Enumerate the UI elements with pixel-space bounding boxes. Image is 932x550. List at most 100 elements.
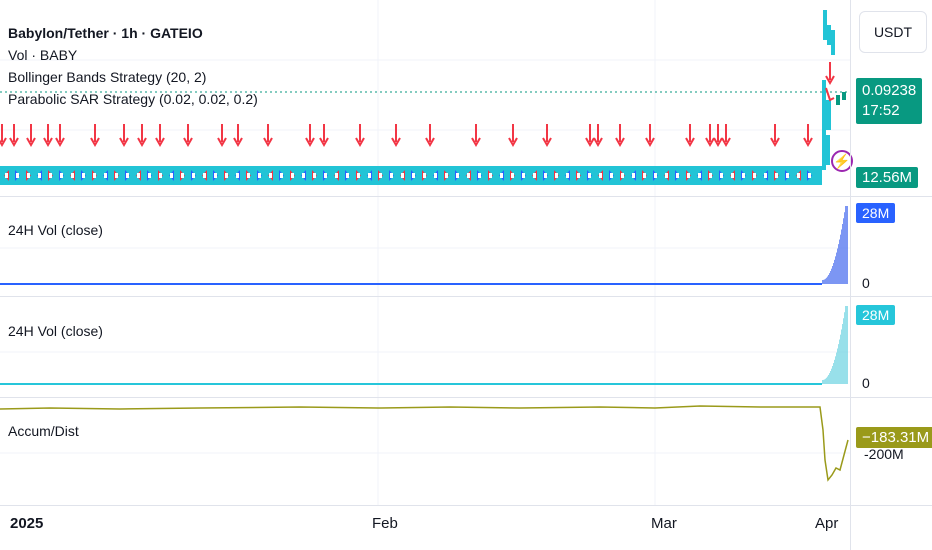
vol2-value-tag: 28M [856, 305, 896, 325]
strategy-marker-gap [588, 173, 591, 178]
pane-separator-2[interactable] [0, 296, 932, 297]
vol1-zero-label: 0 [862, 275, 870, 291]
vol2-bar [834, 359, 835, 384]
chart-canvas[interactable] [0, 0, 850, 505]
down-arrow-icon [355, 124, 365, 148]
lightning-icon[interactable]: ⚡ [831, 150, 853, 172]
strategy-marker-gap [478, 173, 481, 178]
vol2-bar [839, 339, 840, 384]
time-axis-border [0, 505, 932, 506]
vol1-bar [847, 206, 848, 284]
strategy-marker-gap [621, 173, 624, 178]
down-arrow-icon [183, 124, 193, 148]
vol1-bar [829, 273, 830, 284]
strategy-marker-gap [148, 173, 151, 178]
strategy-marker-gap [313, 173, 316, 178]
down-arrow-icon [425, 124, 435, 148]
down-arrow-icon [542, 124, 552, 148]
vol2-zero-label: 0 [862, 375, 870, 391]
indicator-psar[interactable]: Parabolic SAR Strategy (0.02, 0.02, 0.2) [8, 91, 258, 107]
strategy-marker-gap [720, 173, 723, 178]
strategy-marker-gap [555, 173, 558, 178]
strategy-marker-gap [49, 173, 52, 178]
down-arrow-icon [0, 124, 7, 148]
vol2-bar [835, 356, 836, 384]
vol1-bar [826, 277, 827, 284]
vol1-bar [833, 263, 834, 284]
vol1-pane-label[interactable]: 24H Vol (close) [8, 222, 103, 238]
strategy-marker-gap [610, 173, 613, 178]
strategy-marker-gap [269, 173, 272, 178]
strategy-marker-gap [709, 173, 712, 178]
time-label-mar: Mar [651, 515, 677, 532]
vol1-bar [838, 244, 839, 284]
vol1-bar [834, 259, 835, 284]
strategy-marker-gap [577, 173, 580, 178]
vol2-bar [829, 373, 830, 384]
down-arrow-icon [119, 124, 129, 148]
vol1-bar [825, 278, 826, 284]
down-arrow-icon [55, 124, 65, 148]
vol2-bar [845, 306, 846, 384]
strategy-marker-gap [335, 173, 338, 178]
symbol-title[interactable]: Babylon/Tether · 1h · GATEIO [8, 25, 203, 41]
vol2-bar [844, 312, 845, 384]
down-arrow-icon [585, 124, 595, 148]
strategy-marker-gap [368, 173, 371, 178]
vol2-bar [823, 379, 824, 384]
strategy-marker-gap [159, 173, 162, 178]
strategy-marker-gap [522, 173, 525, 178]
time-label-2025: 2025 [10, 515, 44, 532]
strategy-marker-gap [808, 173, 811, 178]
strategy-marker-gap [115, 173, 118, 178]
indicator-volume[interactable]: Vol · BABY [8, 47, 78, 63]
vol2-pane-label[interactable]: 24H Vol (close) [8, 323, 103, 339]
vol1-bar [835, 256, 836, 284]
strategy-marker-gap [753, 173, 756, 178]
down-arrow-icon [645, 124, 655, 148]
vol1-bar [840, 234, 841, 284]
vol2-bar [828, 374, 829, 384]
strategy-marker-gap [665, 173, 668, 178]
vol1-bar [831, 268, 832, 284]
vol2-bars [822, 306, 848, 384]
down-arrow-icon [9, 124, 19, 148]
strategy-marker-gap [71, 173, 74, 178]
strategy-marker-gap [412, 173, 415, 178]
pane-separator-3[interactable] [0, 397, 932, 398]
strategy-marker-gap [489, 173, 492, 178]
strategy-marker-gap [544, 173, 547, 178]
time-label-apr: Apr [815, 515, 839, 532]
vol1-bar [843, 218, 844, 284]
pane-separator-1[interactable] [0, 196, 932, 197]
time-label-feb: Feb [372, 515, 398, 532]
down-arrow-icon [263, 124, 273, 148]
strategy-marker-gap [236, 173, 239, 178]
down-arrow-icon [155, 124, 165, 148]
down-arrow-icon [705, 124, 715, 148]
strategy-marker-gap [38, 173, 41, 178]
accum-value-tag: −183.31M [856, 427, 932, 448]
strategy-marker-gap [500, 173, 503, 178]
accum-pane-label[interactable]: Accum/Dist [8, 423, 79, 439]
strategy-marker-gap [731, 173, 734, 178]
vol2-bar [846, 306, 847, 384]
down-arrow-icon [217, 124, 227, 148]
strategy-marker-gap [357, 173, 360, 178]
vol1-bar [832, 266, 833, 284]
strategy-marker-gap [324, 173, 327, 178]
price-axis[interactable] [850, 0, 932, 550]
vol2-bar [847, 306, 848, 384]
strategy-marker-gap [775, 173, 778, 178]
currency-selector[interactable]: USDT [859, 11, 927, 53]
last-price-tag: 0.09238 17:52 [856, 78, 923, 124]
indicator-bollinger[interactable]: Bollinger Bands Strategy (20, 2) [8, 69, 207, 85]
down-arrow-icon [26, 124, 36, 148]
strategy-marker-gap [346, 173, 349, 178]
vol1-bar [844, 212, 845, 284]
strategy-marker-gap [632, 173, 635, 178]
strategy-marker-gap [698, 173, 701, 178]
strategy-marker-gap [27, 173, 30, 178]
strategy-marker-gap [511, 173, 514, 178]
vol2-bar [832, 366, 833, 384]
